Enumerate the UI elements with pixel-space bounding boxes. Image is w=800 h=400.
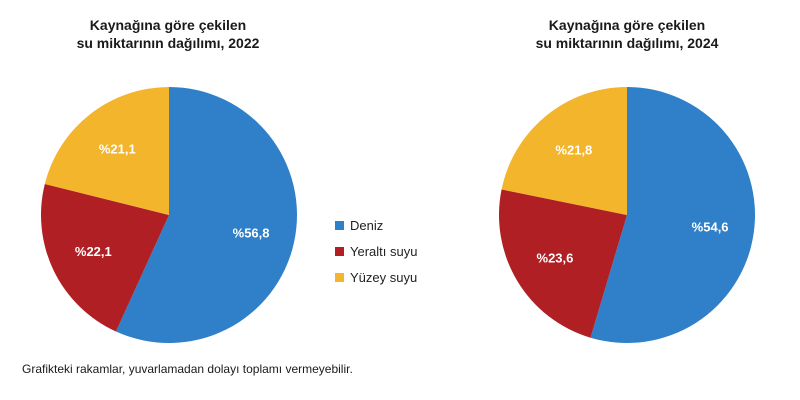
pie-slice-label: %23,6 (537, 251, 574, 266)
pie-slice-label: %21,8 (555, 142, 592, 157)
chart-title-2024-line1: Kaynağına göre çekilen (548, 17, 706, 33)
chart-title-2022-line2: su miktarının dağılımı, 2022 (76, 35, 260, 51)
legend-item-deniz: Deniz (335, 212, 417, 238)
legend-item-yeralti-suyu: Yeraltı suyu (335, 238, 417, 264)
legend-swatch-deniz (335, 220, 344, 230)
pie-slice-yüzey-suyu (44, 87, 170, 215)
pie-slice-yüzey-suyu (501, 87, 627, 215)
chart-title-2022: Kaynağına göre çekilen su miktarının dağ… (38, 16, 298, 52)
footnote: Grafikteki rakamlar, yuvarlamadan dolayı… (22, 362, 353, 376)
legend-swatch-yuzey-suyu (335, 272, 344, 282)
pie-slice-yeraltı-suyu (40, 183, 170, 332)
legend-label-yeralti-suyu: Yeraltı suyu (350, 243, 418, 259)
legend-swatch-yeralti-suyu (335, 246, 344, 256)
pie-chart-2024: %54,6 %23,6 %21,8 (499, 87, 755, 343)
pie-slice-deniz (115, 87, 297, 343)
legend: Deniz Yeraltı suyu Yüzey suyu (335, 212, 417, 290)
pie-chart-2022: %56,8 %22,1 %21,1 (40, 87, 297, 343)
legend-item-yuzey-suyu: Yüzey suyu (335, 264, 417, 290)
pie-slice-yeraltı-suyu (499, 189, 627, 338)
chart-title-2022-line1: Kaynağına göre çekilen (89, 17, 247, 33)
chart-title-2024-line2: su miktarının dağılımı, 2024 (535, 35, 719, 51)
pie-slice-label: %56,8 (233, 225, 270, 240)
legend-label-yuzey-suyu: Yüzey suyu (350, 269, 418, 285)
legend-label-deniz: Deniz (350, 217, 384, 233)
pie-slice-label: %54,6 (692, 220, 729, 235)
chart-title-2024: Kaynağına göre çekilen su miktarının dağ… (497, 16, 757, 52)
pie-slice-label: %22,1 (75, 244, 112, 259)
pie-slice-deniz (590, 87, 755, 343)
pie-slice-label: %21,1 (99, 141, 136, 156)
